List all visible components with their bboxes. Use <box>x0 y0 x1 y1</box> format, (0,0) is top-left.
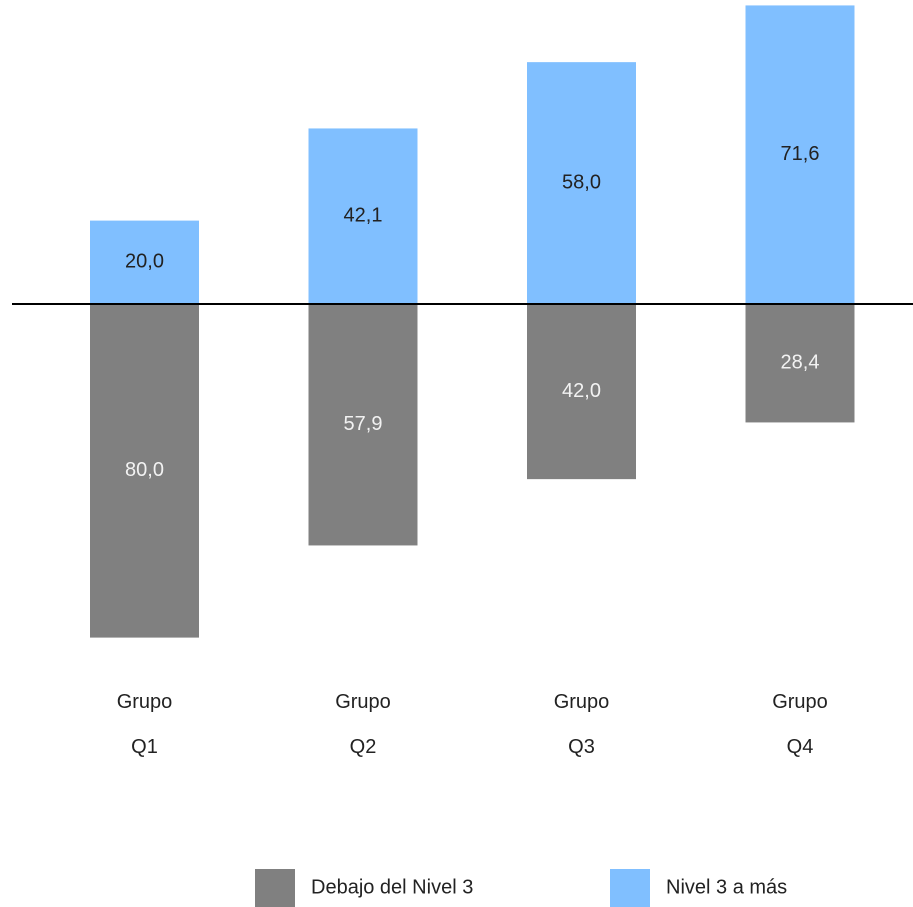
value-label: 80,0 <box>125 459 164 481</box>
bar <box>90 220 199 304</box>
x-tick-label: Grupo Q4 <box>772 691 828 758</box>
value-label: 42,1 <box>344 205 383 227</box>
value-label: 20,0 <box>125 251 164 273</box>
bar <box>90 304 199 638</box>
value-label: 71,6 <box>781 143 820 165</box>
value-label: 58,0 <box>562 171 601 193</box>
bar <box>527 304 636 480</box>
legend-swatch <box>610 869 650 907</box>
legend-swatch <box>255 869 295 907</box>
bar <box>745 304 855 423</box>
bar <box>308 304 418 546</box>
legend-label: Debajo del Nivel 3 <box>311 876 473 898</box>
value-label: 57,9 <box>344 413 383 435</box>
legend-label: Nivel 3 a más <box>666 876 787 898</box>
x-tick-label: Grupo Q1 <box>116 691 173 758</box>
x-tick-label: Grupo Q3 <box>553 691 610 758</box>
value-label: 28,4 <box>781 351 820 373</box>
bar <box>527 62 636 304</box>
x-tick-label: Grupo Q2 <box>335 691 391 758</box>
bar <box>308 128 418 304</box>
bar <box>745 5 855 304</box>
value-label: 42,0 <box>562 380 601 402</box>
